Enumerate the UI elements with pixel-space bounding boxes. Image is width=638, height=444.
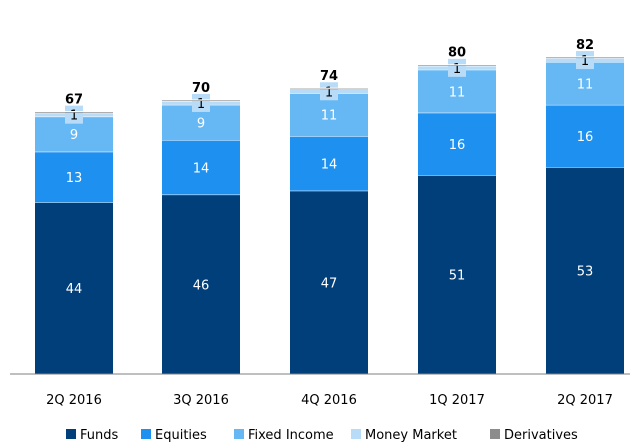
bar-segment-derivatives xyxy=(35,111,113,113)
bar-segment-derivatives xyxy=(418,64,496,66)
data-label-money-market: 1 xyxy=(453,62,461,77)
x-tick-label: 1Q 2017 xyxy=(429,393,485,408)
data-label-equities: 16 xyxy=(449,138,466,153)
legend-label-equities: Equities xyxy=(155,428,207,443)
legend-label-funds: Funds xyxy=(80,428,118,443)
money-market-label-box xyxy=(320,82,338,101)
data-label-equities: 14 xyxy=(193,161,210,176)
x-tick-label: 2Q 2017 xyxy=(557,393,613,408)
money-market-label-box xyxy=(576,51,594,70)
bar-segment-derivatives xyxy=(546,56,624,59)
legend-label-derivatives: Derivatives xyxy=(504,428,578,443)
data-label-funds: 53 xyxy=(577,265,594,280)
legend-swatch-derivatives xyxy=(490,429,500,439)
bar-segment-funds xyxy=(546,167,624,374)
legend-swatch-funds xyxy=(66,429,76,439)
data-label-fixed-income: 9 xyxy=(197,116,205,131)
data-label-fixed-income: 11 xyxy=(449,85,466,100)
money-market-label-box xyxy=(192,93,210,112)
bar-segment-equities xyxy=(546,104,624,168)
legend-label-money-market: Money Market xyxy=(365,428,457,443)
bar-segment-derivatives xyxy=(290,88,368,90)
bar-segment-funds xyxy=(418,175,496,374)
data-label-money-market: 1 xyxy=(70,109,78,124)
bar-segment-fixed-income xyxy=(418,69,496,113)
total-label: 74 xyxy=(320,69,338,84)
data-label-funds: 51 xyxy=(449,269,466,284)
data-label-money-market: 1 xyxy=(581,54,589,69)
bars-group: 4413916746149170471411174511611180531611… xyxy=(35,38,624,374)
bar-segment-derivatives xyxy=(162,99,240,101)
bar-segment-funds xyxy=(162,194,240,374)
x-tick-labels: 2Q 2016 3Q 2016 4Q 2016 1Q 2017 2Q 2017 xyxy=(46,393,613,408)
data-label-equities: 16 xyxy=(577,130,594,145)
data-label-fixed-income: 9 xyxy=(70,128,78,143)
data-label-fixed-income: 11 xyxy=(321,109,338,124)
legend: Funds Equities Fixed Income Money Market Der… xyxy=(66,428,578,443)
legend-swatch-fixed-income xyxy=(234,429,244,439)
bar-segment-equities xyxy=(162,140,240,195)
total-label: 80 xyxy=(448,46,466,61)
money-market-label-box xyxy=(65,105,83,124)
data-label-equities: 14 xyxy=(321,157,338,172)
data-label-money-market: 1 xyxy=(197,97,205,112)
total-label: 70 xyxy=(192,81,210,96)
data-label-fixed-income: 11 xyxy=(577,77,594,92)
x-tick-label: 3Q 2016 xyxy=(173,393,229,408)
bar-segment-fixed-income xyxy=(290,93,368,137)
x-tick-label: 4Q 2016 xyxy=(301,393,357,408)
legend-label-fixed-income: Fixed Income xyxy=(248,428,334,443)
data-label-funds: 46 xyxy=(193,278,210,293)
bar-segment-equities xyxy=(418,112,496,176)
bar-segment-funds xyxy=(290,190,368,374)
bar-segment-fixed-income xyxy=(546,62,624,105)
data-label-funds: 47 xyxy=(321,276,338,291)
legend-swatch-equities xyxy=(141,429,151,439)
total-label: 67 xyxy=(65,93,83,108)
data-label-equities: 13 xyxy=(66,171,83,186)
data-label-money-market: 1 xyxy=(325,85,333,100)
x-tick-label: 2Q 2016 xyxy=(46,393,102,408)
bar-segment-equities xyxy=(35,151,113,203)
total-label: 82 xyxy=(576,38,594,53)
money-market-label-box xyxy=(448,58,466,77)
legend-swatch-money-market xyxy=(351,429,361,439)
bar-segment-equities xyxy=(290,136,368,191)
data-label-funds: 44 xyxy=(66,282,83,297)
bar-segment-funds xyxy=(35,202,113,374)
